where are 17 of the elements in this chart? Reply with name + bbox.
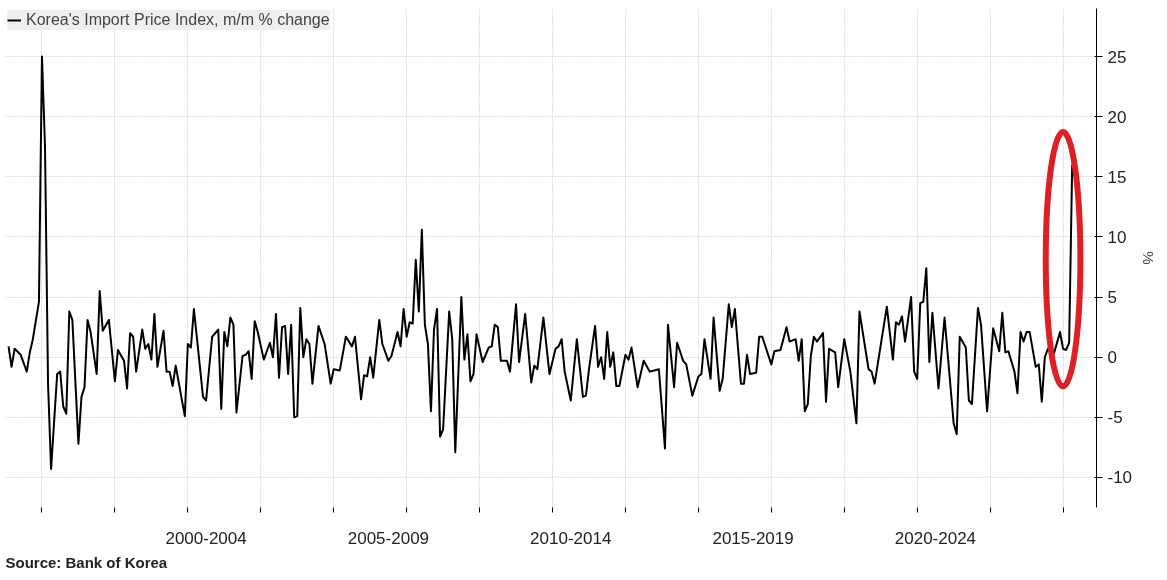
y-tick-label: 15: [1107, 167, 1127, 187]
x-tick-label: 2020-2024: [894, 528, 977, 548]
y-axis-title: %: [1140, 251, 1158, 265]
line-series: [7, 55, 1074, 471]
x-tick-label: 2005-2009: [347, 528, 430, 548]
y-tick-label: 25: [1107, 47, 1127, 67]
y-tick-label: 10: [1107, 227, 1127, 247]
y-tick-label: 5: [1107, 288, 1117, 308]
x-tick-label: 2000-2004: [165, 528, 247, 548]
y-tick-label: -5: [1107, 408, 1123, 428]
source-note: Source: Bank of Korea: [5, 553, 168, 571]
x-tick-label: 2010-2014: [530, 528, 612, 548]
y-tick-label: -10: [1107, 468, 1133, 488]
x-tick-label: 2015-2019: [712, 528, 794, 548]
y-tick-label: 20: [1107, 107, 1127, 127]
legend-label: Korea's Import Price Index, m/m % change: [26, 11, 330, 29]
y-tick-label: 0: [1107, 348, 1117, 368]
